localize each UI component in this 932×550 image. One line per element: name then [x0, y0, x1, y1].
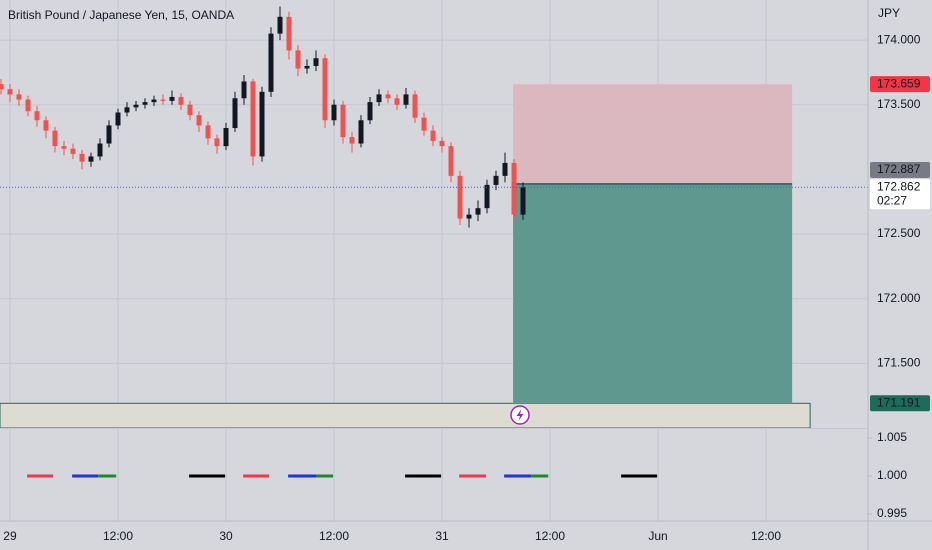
plot-layer: [0, 6, 868, 478]
candle-body: [133, 104, 139, 108]
candle-body: [403, 94, 409, 105]
target-zone: [513, 184, 793, 404]
candle-body: [358, 120, 364, 144]
countdown-label: 02:27: [877, 193, 907, 207]
candle-body: [394, 98, 400, 105]
candle-body: [106, 125, 112, 144]
candle-body: [115, 112, 121, 126]
candle-body: [412, 94, 418, 118]
indicator-tick-label: 1.000: [877, 468, 907, 482]
zone: [0, 402, 811, 429]
candle-body: [151, 99, 157, 103]
candle-body: [259, 91, 265, 157]
x-tick-label: 12:00: [319, 529, 349, 543]
candle-body: [457, 175, 463, 219]
candle-body: [475, 208, 481, 215]
alert-icon[interactable]: [510, 405, 530, 425]
stop-zone: [513, 84, 793, 185]
candle-body: [430, 130, 436, 141]
candle-body: [295, 50, 301, 69]
alert-icon-bolt: [516, 409, 524, 421]
candle-body: [196, 115, 202, 126]
candle-body: [214, 138, 220, 147]
candle-body: [169, 96, 175, 101]
x-tick-label: 30: [219, 529, 233, 543]
candle-body: [421, 117, 427, 131]
candle-body: [61, 146, 67, 149]
chart-title: British Pound / Japanese Yen, 15, OANDA: [8, 8, 234, 22]
candle-body: [511, 162, 517, 215]
stop-label-box: [870, 76, 930, 93]
candle-body: [367, 102, 373, 121]
entry-label: 172.887: [877, 162, 921, 176]
x-tick-label: 12:00: [103, 529, 133, 543]
x-tick-label: 12:00: [535, 529, 565, 543]
candle-body: [250, 81, 256, 157]
candle-body: [349, 137, 355, 144]
candle-body: [484, 184, 490, 209]
candle-body: [466, 214, 472, 219]
currency-label: JPY: [878, 6, 900, 20]
candle-body: [43, 120, 49, 131]
candle-body: [79, 153, 85, 162]
indicator-tick-label: 1.005: [877, 430, 907, 444]
y-tick-label: 171.500: [877, 356, 921, 370]
candle-body: [322, 58, 328, 121]
candle-body: [376, 94, 382, 103]
candle-body: [187, 104, 193, 116]
candle-body: [502, 162, 508, 176]
indicator-tick-label: 0.995: [877, 506, 907, 520]
candle-body: [493, 175, 499, 185]
candle-body: [448, 146, 454, 176]
candle-body: [70, 148, 76, 154]
y-tick-label: 172.000: [877, 291, 921, 305]
candle-body: [232, 98, 238, 129]
candle-body: [160, 99, 166, 101]
target-label: 171.191: [877, 395, 921, 409]
axis-layer: 29 12:00 30 12:00 31 12:00 Jun 12:00 174.000 173.…: [3, 32, 930, 543]
x-tick-label: 31: [435, 529, 449, 543]
candle-body: [34, 111, 40, 121]
candle-body: [223, 128, 229, 147]
candle-body: [205, 125, 211, 139]
candle-body: [331, 104, 337, 121]
candle-body: [304, 65, 310, 69]
stop-label: 173.659: [877, 76, 921, 90]
candle-body: [16, 94, 22, 100]
candle-body: [385, 94, 391, 99]
candle-body: [97, 143, 103, 157]
x-tick-label: 29: [3, 529, 17, 543]
candle-body: [313, 58, 319, 66]
entry-label-box: [870, 162, 930, 179]
candle-body: [286, 16, 292, 51]
y-tick-label: 173.500: [877, 97, 921, 111]
y-tick-label: 172.500: [877, 226, 921, 240]
candle-body: [124, 107, 130, 113]
candle-body: [439, 140, 445, 147]
target-label-box: [870, 395, 930, 412]
candle-body: [52, 130, 58, 147]
candle-body: [25, 99, 31, 112]
y-tick-label: 174.000: [877, 32, 921, 46]
x-tick-label: Jun: [648, 529, 667, 543]
candle-body: [178, 96, 184, 105]
candle-body: [0, 84, 4, 90]
last-price-label: 172.862: [877, 179, 921, 193]
candle-body: [277, 16, 283, 34]
candle-body: [520, 187, 526, 215]
candle-body: [7, 89, 13, 95]
x-tick-label: 12:00: [751, 529, 781, 543]
candle-body: [268, 33, 274, 92]
last-price-box: [870, 179, 930, 210]
candle-body: [88, 156, 94, 162]
candle-body: [142, 102, 148, 105]
candle-body: [241, 81, 247, 99]
candle-body: [340, 104, 346, 138]
